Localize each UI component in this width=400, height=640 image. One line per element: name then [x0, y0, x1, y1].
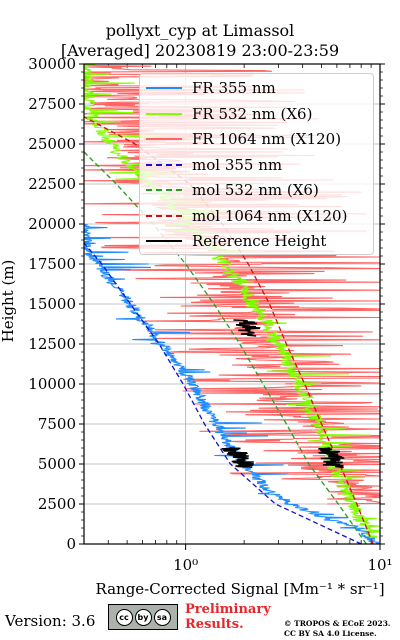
version-label: Version: 3.6 [5, 612, 96, 630]
reference-height-segment [318, 447, 345, 468]
legend-label: FR 532 nm (X6) [192, 104, 313, 123]
preliminary-notice: Preliminary Results. [185, 602, 271, 632]
legend-swatch [146, 138, 182, 140]
chart-title-line-1: pollyxt_cyp at Limassol [105, 21, 295, 40]
preliminary-line-2: Results. [185, 617, 244, 632]
y-tick-label: 7500 [38, 415, 76, 433]
legend-label: FR 355 nm [192, 79, 276, 97]
y-tick-label: 10000 [28, 375, 76, 393]
x-axis-label: Range-Corrected Signal [Mm⁻¹ * sr⁻¹] [95, 580, 385, 598]
series-line-fr355 [83, 223, 380, 545]
legend-swatch [146, 112, 182, 115]
chart-title-line-2: [Averaged] 20230819 23:00-23:59 [60, 41, 340, 60]
sa-icon: sa [153, 608, 171, 626]
preliminary-line-1: Preliminary [185, 602, 271, 617]
legend-entry: Reference Height [146, 231, 326, 251]
x-tick-label: 10¹ [367, 556, 392, 574]
legend-label: Reference Height [192, 232, 327, 250]
y-tick-label: 27500 [28, 95, 76, 113]
cc-icon: cc [115, 608, 133, 626]
y-tick-label: 22500 [28, 175, 76, 193]
legend-swatch [146, 214, 182, 217]
legend-entry: mol 355 nm [146, 155, 282, 175]
legend-entry: mol 532 nm (X6) [146, 180, 319, 200]
legend-label: mol 532 nm (X6) [192, 181, 319, 199]
y-tick-label: 30000 [28, 55, 76, 73]
legend-label: mol 1064 nm (X120) [192, 206, 348, 225]
legend-swatch [146, 163, 182, 166]
legend-label: FR 1064 nm (X120) [192, 130, 342, 148]
legend-swatch [146, 87, 182, 89]
series-line-mol355 [83, 242, 362, 545]
reference-height-segment [233, 319, 261, 337]
legend: FR 355 nm FR 532 nm (X6) FR 1064 nm (X120)… [139, 73, 374, 255]
cc-license-icon: cc by sa [108, 604, 178, 630]
by-icon: by [134, 608, 152, 626]
y-tick-label: 12500 [28, 335, 76, 353]
legend-swatch [146, 240, 182, 242]
y-tick-label: 20000 [28, 215, 76, 233]
y-axis-label: Height (m) [0, 259, 17, 343]
copyright-line-1: © TROPOS & ECoE 2023. [284, 619, 391, 628]
y-tick-label: 0 [66, 535, 76, 553]
copyright-notice: © TROPOS & ECoE 2023. CC BY SA 4.0 Licen… [284, 619, 391, 639]
y-tick-label: 25000 [28, 135, 76, 153]
x-tick-label: 10⁰ [173, 556, 198, 574]
legend-entry: FR 355 nm [146, 78, 276, 98]
y-tick-label: 15000 [28, 295, 76, 313]
y-tick-label: 2500 [38, 495, 76, 513]
legend-entry: FR 1064 nm (X120) [146, 129, 341, 149]
legend-swatch [146, 189, 182, 191]
copyright-line-2: CC BY SA 4.0 License. [284, 629, 377, 638]
reference-height-segment [221, 447, 254, 468]
legend-entry: FR 532 nm (X6) [146, 104, 312, 124]
legend-label: mol 355 nm [192, 155, 283, 174]
y-tick-label: 5000 [38, 455, 76, 473]
y-tick-label: 17500 [28, 255, 76, 273]
legend-entry: mol 1064 nm (X120) [146, 206, 347, 226]
